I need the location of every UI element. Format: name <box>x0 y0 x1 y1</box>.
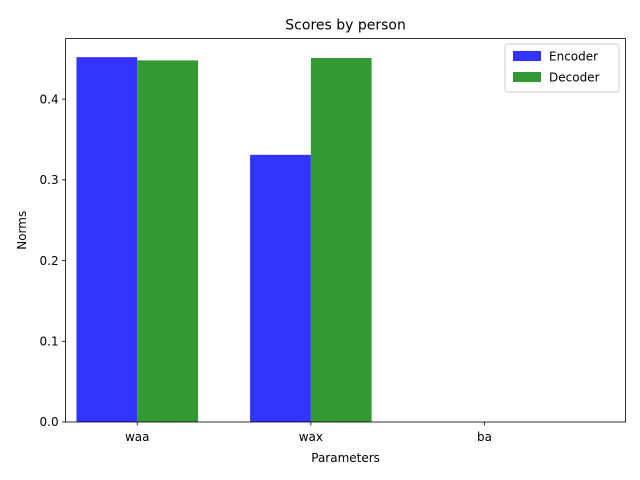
bar-decoder-wax <box>310 57 372 422</box>
x-axis-ticks: waa wax ba <box>125 422 492 444</box>
legend-swatch-decoder <box>513 72 541 82</box>
y-axis-label: Norms <box>15 211 29 250</box>
bar-encoder-waa <box>76 57 138 422</box>
legend-label-encoder: Encoder <box>549 50 598 64</box>
x-axis-label: Parameters <box>311 451 380 465</box>
bars-group <box>76 57 372 423</box>
bar-encoder-wax <box>250 154 311 422</box>
y-tick-label: 0.4 <box>40 92 59 106</box>
y-tick-label: 0.0 <box>40 415 59 429</box>
plot-frame <box>65 38 626 423</box>
y-tick-label: 0.2 <box>40 254 59 268</box>
legend: Encoder Decoder <box>504 43 620 93</box>
x-tick-label: waa <box>125 430 150 444</box>
x-tick-label: wax <box>299 430 323 444</box>
y-axis-ticks: 0.0 0.1 0.2 0.3 0.4 <box>40 92 66 429</box>
bar-decoder-waa <box>137 60 199 423</box>
chart-title: Scores by person <box>285 18 406 34</box>
y-tick-label: 0.3 <box>40 173 59 187</box>
x-tick-label: ba <box>477 430 492 444</box>
y-tick-label: 0.1 <box>40 334 59 348</box>
legend-label-decoder: Decoder <box>549 71 600 85</box>
legend-swatch-encoder <box>513 51 541 61</box>
